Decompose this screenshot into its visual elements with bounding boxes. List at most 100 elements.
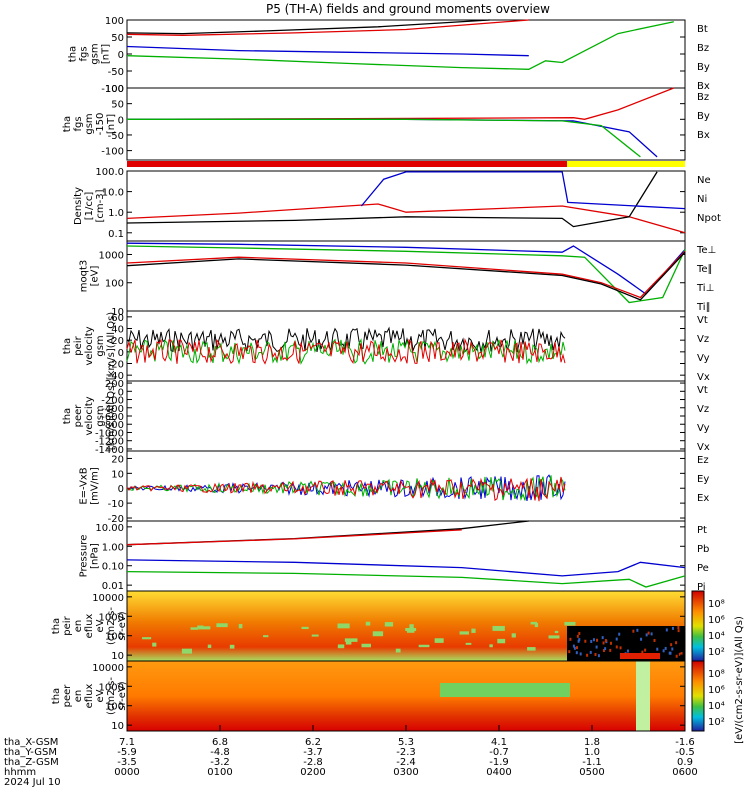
series-line [126,203,686,234]
y-axis-label: tha [51,688,62,704]
orbit-bar-yellow [567,161,685,167]
legend-Te∥: Te∥ [696,264,713,275]
spec-pixel [670,643,673,647]
y-tick-label: 0 [118,348,124,359]
y-tick-label: 0 [118,484,124,495]
y-tick-label: -50 [108,131,124,142]
legend-Pi: Pi [697,582,706,593]
spec-pixel [530,621,538,625]
x-tick-label: 6.2 [305,737,321,748]
y-axis-label: eV [95,689,106,702]
y-tick-label: -1400 [95,445,124,456]
legend-Ni: Ni [697,194,707,205]
x-tick-label: -0.7 [489,747,509,758]
y-tick-label: 20 [111,336,124,347]
spec-pixel [207,644,212,648]
colorbar-label: 10² [708,647,725,658]
spec-pixel [589,650,592,654]
y-tick-label: 20 [111,454,124,465]
spec-pixel [675,641,678,645]
y-axis-label: fgs [79,46,90,61]
spec-pixel [645,633,648,637]
y-tick-label: 100.0 [95,167,124,178]
noise-trace [126,475,566,502]
legend-Vz: Vz [697,404,709,415]
legend-Ez: Ez [697,455,709,466]
y-tick-label: 100 [105,84,124,95]
spec-pixel [511,633,516,638]
y-axis-label: (cm2-s- [106,607,117,645]
x-tick-label: 1.0 [584,747,600,758]
spec-pixel [311,634,319,637]
spec-band [440,683,570,697]
x-tick-label: 0000 [114,767,139,778]
spec-pixel [602,641,605,645]
y-tick-label: 100 [105,702,124,713]
legend-Vy: Vy [697,353,710,364]
noise-trace [126,338,566,365]
spec-pixel [365,621,371,626]
panel-frame [126,380,686,452]
colorbar-label: 10⁴ [708,631,725,642]
y-axis-label: peir [73,335,84,355]
x-tick-label: 0500 [579,767,604,778]
y-axis-label: tha [68,46,79,62]
spec-pixel [668,651,671,655]
y-axis-label: tha [62,408,73,424]
y-axis-label: peir [62,615,73,635]
y-tick-label: 0.1 [108,229,124,240]
spec-pixel [578,638,581,642]
figure-title: P5 (TH-A) fields and ground moments over… [266,2,550,16]
spec-pixel [409,624,414,629]
x-tick-label: -2.3 [396,747,416,758]
y-axis-label: velocity [84,396,95,435]
y-tick-label: 1.0 [108,208,124,219]
spec-pixel [647,631,650,635]
y-tick-label: 10.00 [95,523,124,534]
y-tick-label: -100 [101,147,124,158]
spec-pixel [636,628,639,632]
x-tick-label: -2.4 [396,757,416,768]
spec-pixel [662,649,665,653]
spec-pixel [584,639,587,643]
series-line [126,242,686,295]
series-line [126,45,529,57]
panel-efield: 20 10 0 -10 -20 E=-VxB [mV/m] Ez Ey Ex [79,450,709,525]
series-line [126,19,529,36]
y-axis-label: -150 [95,113,106,136]
x-row-label: hhmm [4,767,36,778]
y-tick-label: 10000 [92,663,124,674]
x-tick-label: 7.1 [119,737,135,748]
spec-band [636,661,650,731]
spec-pixel [142,637,152,640]
y-tick-label: 50 [111,100,124,111]
y-tick-label: -1000 [95,428,124,439]
y-tick-label: 0.10 [102,562,124,573]
y-tick-label: 1000 [99,682,124,693]
y-tick-label: -20 [108,360,124,371]
spec-pixel [609,648,612,652]
spec-pixel [576,634,579,638]
spec-pixel [656,647,659,651]
spec-pixel [406,629,415,633]
y-axis-label: [cm-3] [95,189,106,222]
x-axis: tha_X-GSM 7.1 6.8 6.2 5.3 4.1 1.8 -1.6 tha_Y-GSM… [4,725,698,788]
legend-Bx: Bx [697,130,710,141]
y-axis-label: gsm [84,113,95,134]
spec-pixel [677,626,680,630]
x-tick-label: 5.3 [398,737,414,748]
spec-pixel [644,648,647,652]
spec-pixel [671,626,674,630]
y-axis-label: en [73,690,84,703]
spec-pixel [465,642,472,645]
x-tick-label: 0100 [207,767,232,778]
y-tick-label: 0 [118,50,124,61]
spec-pixel [534,622,539,628]
spec-pixel [492,625,505,631]
spec-pixel [575,646,578,650]
legend-Ne: Ne [697,175,711,186]
y-axis-label: tha [62,116,73,132]
legend-Te⊥: Te⊥ [696,245,716,256]
